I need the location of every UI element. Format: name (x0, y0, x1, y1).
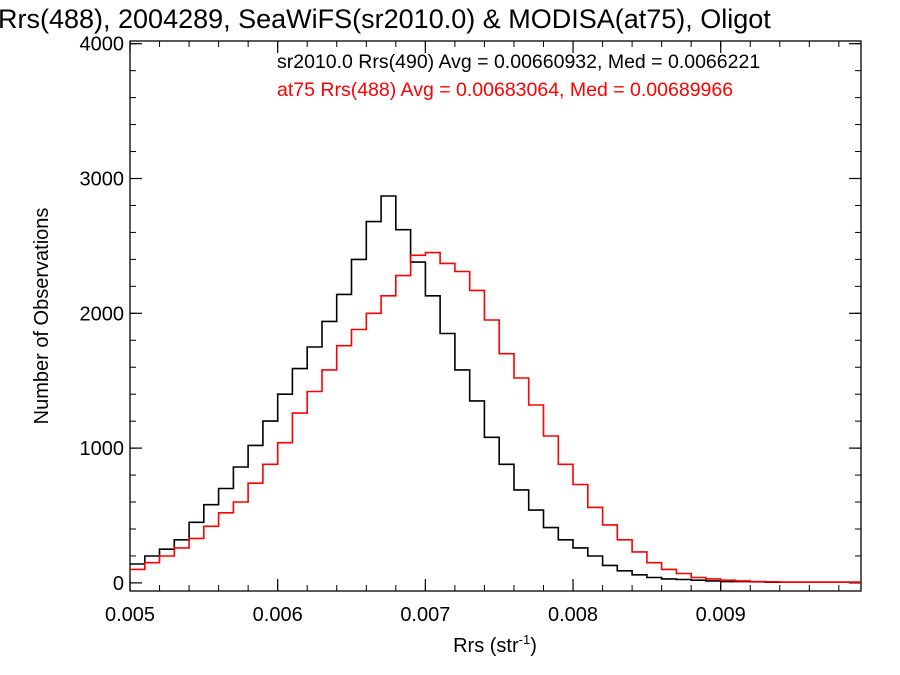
x-axis-label-main: Rrs (str (453, 635, 519, 657)
x-tick-label: 0.008 (548, 604, 598, 626)
x-tick-label: 0.007 (400, 604, 450, 626)
series-layer (130, 195, 861, 583)
x-axis-label-close: ) (530, 635, 537, 657)
y-axis-label: Number of Observations (31, 208, 53, 425)
y-tick-label: 3000 (80, 169, 125, 191)
plot-frame (129, 40, 862, 592)
y-tick-label: 2000 (80, 303, 125, 325)
series-black-histogram (130, 195, 861, 583)
series-red-histogram (130, 251, 861, 583)
chart-title: Rrs(488), 2004289, SeaWiFS(sr2010.0) & M… (0, 4, 771, 34)
x-tick-label: 0.006 (253, 604, 303, 626)
axis-ticks: 0.005 0.006 0.007 0.008 0.009 0 1000 2000 3000 40… (80, 34, 861, 626)
x-axis-label-sup: -1 (519, 632, 531, 647)
annotation-black: sr2010.0 Rrs(490) Avg = 0.00660932, Med … (277, 51, 760, 73)
x-tick-label: 0.005 (105, 604, 155, 626)
annotation-red: at75 Rrs(488) Avg = 0.00683064, Med = 0.… (277, 79, 733, 101)
y-tick-label: 4000 (80, 34, 125, 56)
x-tick-label: 0.009 (696, 604, 746, 626)
x-axis-label: Rrs (str-1) (453, 632, 537, 657)
y-tick-label: 1000 (80, 438, 125, 460)
y-tick-label: 0 (113, 573, 124, 595)
